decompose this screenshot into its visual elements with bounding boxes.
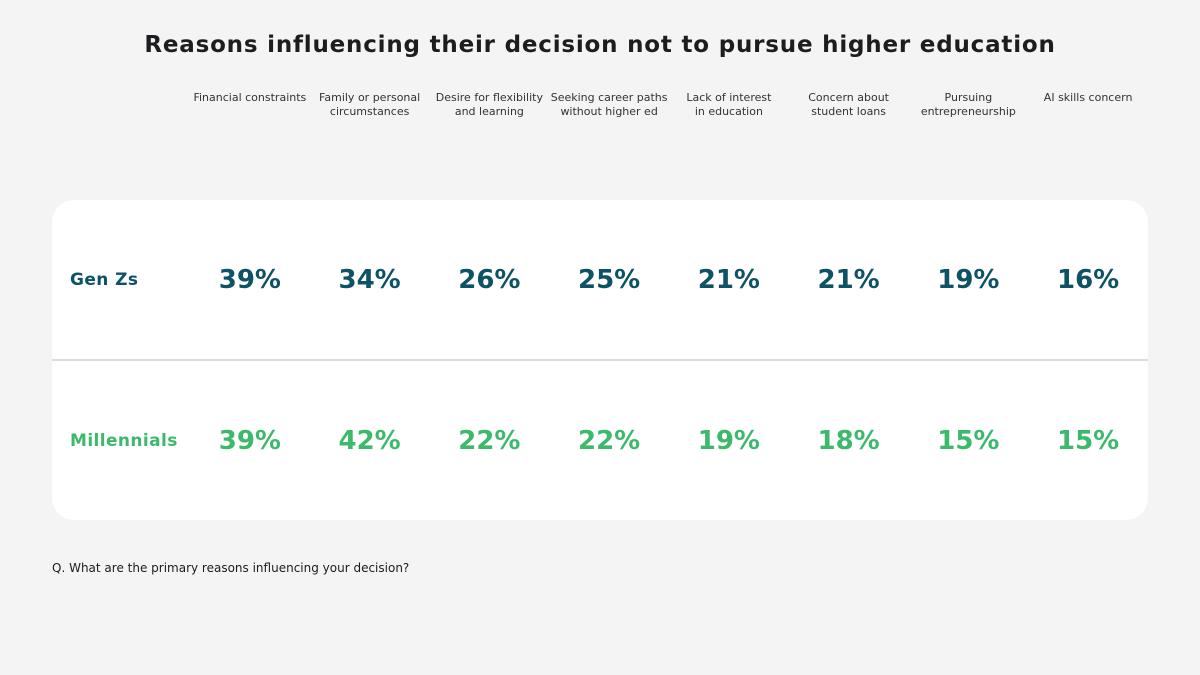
header-line: Family or personal — [319, 91, 421, 104]
data-card: Gen Zs 39% 34% 26% 25% 21% 21% 19% 16% M… — [52, 200, 1148, 520]
value-mill-entrepreneurship: 15% — [937, 425, 1000, 456]
header-line: Lack of interest — [686, 91, 772, 104]
header-spacer — [52, 91, 190, 119]
header-line: entrepreneurship — [920, 105, 1016, 118]
row-label-gen-zs: Gen Zs — [70, 269, 139, 290]
header-line: Seeking career paths — [550, 91, 668, 104]
value-genz-ai-skills: 16% — [1057, 264, 1120, 295]
value-genz-career-paths: 25% — [578, 264, 641, 295]
column-header-lack-of-interest: Lack of interest in education — [669, 91, 789, 119]
header-line: without higher ed — [560, 105, 658, 118]
header-line: and learning — [454, 105, 524, 118]
header-line: Pursuing — [944, 91, 993, 104]
column-header-financial-constraints: Financial constraints — [190, 91, 310, 119]
row-gen-zs: Gen Zs 39% 34% 26% 25% 21% 21% 19% 16% — [52, 200, 1148, 359]
chart-title: Reasons influencing their decision not t… — [144, 32, 1056, 58]
column-header-entrepreneurship: Pursuing entrepreneurship — [909, 91, 1029, 119]
value-genz-flexibility-learning: 26% — [458, 264, 521, 295]
column-header-flexibility-learning: Desire for flexibility and learning — [430, 91, 550, 119]
survey-question: Q. What are the primary reasons influenc… — [52, 561, 410, 575]
column-header-student-loans: Concern about student loans — [789, 91, 909, 119]
header-line: Financial constraints — [193, 91, 307, 104]
header-line: student loans — [811, 105, 887, 118]
value-mill-financial-constraints: 39% — [218, 425, 281, 456]
value-mill-student-loans: 18% — [817, 425, 880, 456]
value-genz-entrepreneurship: 19% — [937, 264, 1000, 295]
value-genz-financial-constraints: 39% — [218, 264, 281, 295]
row-label-millennials: Millennials — [70, 430, 178, 451]
column-header-career-paths: Seeking career paths without higher ed — [549, 91, 669, 119]
header-line: in education — [694, 105, 763, 118]
column-header-ai-skills: AI skills concern — [1028, 91, 1148, 119]
value-mill-lack-of-interest: 19% — [697, 425, 760, 456]
value-mill-ai-skills: 15% — [1057, 425, 1120, 456]
value-mill-family-circumstances: 42% — [338, 425, 401, 456]
row-millennials: Millennials 39% 42% 22% 22% 19% 18% 15% … — [52, 361, 1148, 520]
value-genz-lack-of-interest: 21% — [697, 264, 760, 295]
column-header-family-circumstances: Family or personal circumstances — [310, 91, 430, 119]
value-genz-family-circumstances: 34% — [338, 264, 401, 295]
header-line: Concern about — [808, 91, 889, 104]
value-genz-student-loans: 21% — [817, 264, 880, 295]
row-divider — [52, 359, 1148, 361]
column-headers: Financial constraints Family or personal… — [52, 91, 1148, 119]
header-line: AI skills concern — [1043, 91, 1133, 104]
header-line: circumstances — [329, 105, 410, 118]
value-mill-career-paths: 22% — [578, 425, 641, 456]
header-line: Desire for flexibility — [435, 91, 543, 104]
value-mill-flexibility-learning: 22% — [458, 425, 521, 456]
